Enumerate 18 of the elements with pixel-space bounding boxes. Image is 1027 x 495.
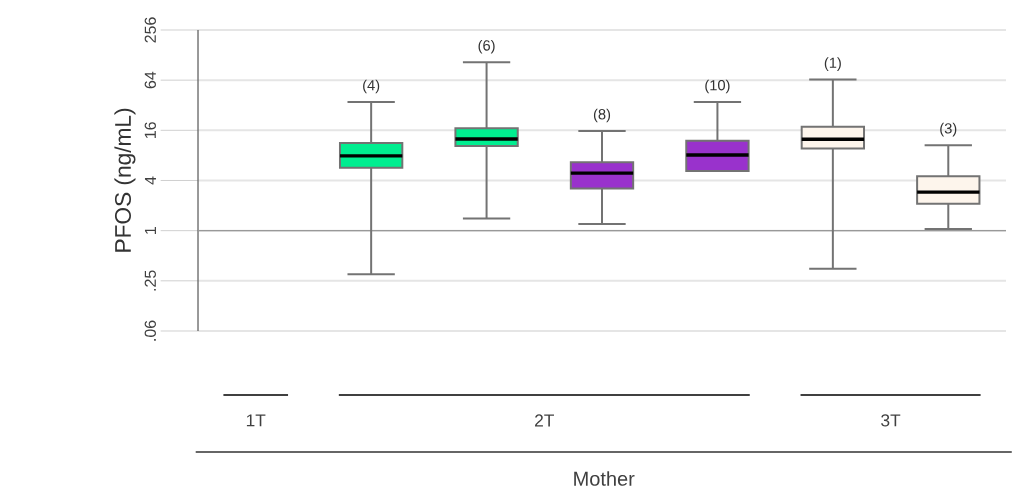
text: 2T [535,414,554,427]
annotation: (3) [940,122,957,137]
y-tick-label: .25 [144,270,156,291]
annotation: (4) [363,79,380,94]
y-tick-label: 64 [144,71,156,89]
annotation: (8) [593,108,611,123]
y-tick-label: 256 [144,17,156,43]
text: Mother [574,471,635,486]
annotation: (6) [478,39,495,54]
text: 1T [246,414,266,427]
y-tick-label: .06 [144,320,156,341]
y-tick-label: 16 [144,122,156,139]
text: 3T [881,414,901,427]
y-tick-label: 4 [144,176,156,185]
annotation: (1) [824,57,841,71]
y-tick-label: 1 [144,226,156,234]
annotation: (10) [705,79,730,94]
y-axis-title: PFOS (ng/mL) [114,108,136,252]
